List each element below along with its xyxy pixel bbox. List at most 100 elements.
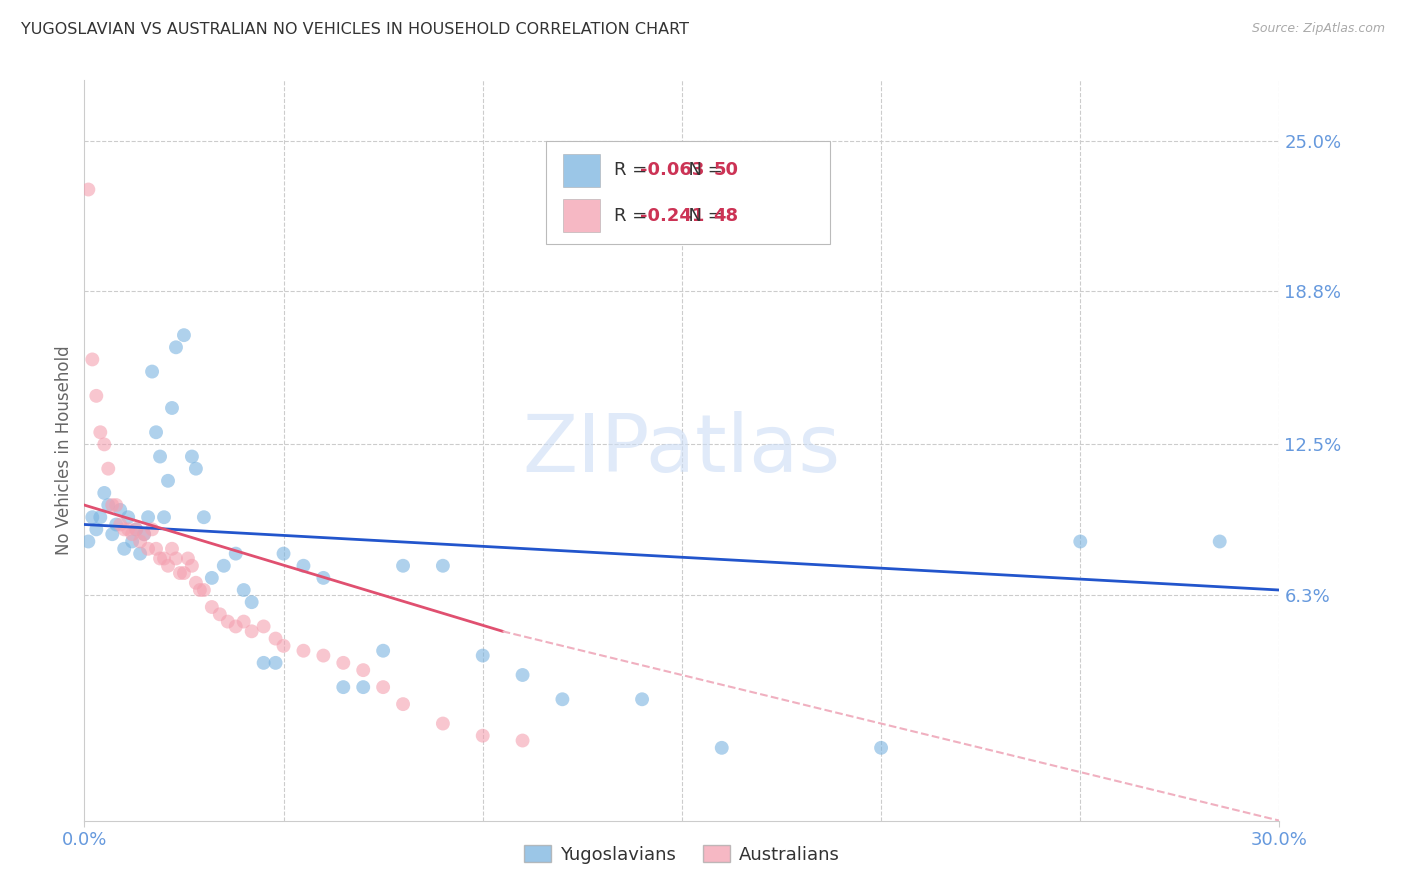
- Point: [121, 534, 143, 549]
- Point: [181, 450, 204, 464]
- Point: [153, 551, 176, 566]
- Point: [471, 648, 494, 663]
- Point: [312, 571, 335, 585]
- Point: [101, 498, 124, 512]
- Y-axis label: No Vehicles in Household: No Vehicles in Household: [55, 345, 73, 556]
- Point: [332, 680, 354, 694]
- Point: [145, 425, 167, 440]
- Point: [173, 328, 195, 343]
- Point: [184, 575, 207, 590]
- Point: [432, 716, 454, 731]
- Point: [225, 547, 247, 561]
- Text: ZIPatlas: ZIPatlas: [523, 411, 841, 490]
- Point: [201, 571, 224, 585]
- Point: [86, 389, 108, 403]
- Point: [97, 498, 120, 512]
- Point: [193, 582, 215, 597]
- Text: N =: N =: [676, 207, 728, 225]
- Point: [373, 644, 395, 658]
- Point: [373, 680, 395, 694]
- Point: [112, 541, 135, 556]
- Text: 48: 48: [713, 207, 738, 225]
- Point: [201, 600, 224, 615]
- Point: [141, 522, 163, 536]
- Point: [188, 582, 211, 597]
- Point: [193, 510, 215, 524]
- Point: [132, 527, 156, 541]
- Text: -0.063: -0.063: [640, 161, 704, 179]
- Point: [184, 461, 207, 475]
- Point: [149, 551, 172, 566]
- Point: [93, 486, 115, 500]
- Point: [105, 517, 128, 532]
- Point: [551, 692, 574, 706]
- Point: [145, 541, 167, 556]
- Point: [512, 668, 534, 682]
- Point: [273, 639, 295, 653]
- Point: [121, 527, 143, 541]
- Point: [153, 510, 176, 524]
- Text: -0.241: -0.241: [640, 207, 704, 225]
- Point: [292, 558, 315, 573]
- Point: [89, 425, 111, 440]
- Text: R =: R =: [614, 207, 654, 225]
- Point: [165, 340, 187, 354]
- Point: [177, 551, 200, 566]
- Point: [89, 510, 111, 524]
- Point: [173, 566, 195, 580]
- Point: [141, 365, 163, 379]
- Point: [292, 644, 315, 658]
- Point: [136, 510, 159, 524]
- Point: [160, 401, 183, 415]
- Text: YUGOSLAVIAN VS AUSTRALIAN NO VEHICLES IN HOUSEHOLD CORRELATION CHART: YUGOSLAVIAN VS AUSTRALIAN NO VEHICLES IN…: [21, 22, 689, 37]
- Point: [432, 558, 454, 573]
- Point: [165, 551, 187, 566]
- Point: [105, 498, 128, 512]
- Point: [77, 182, 100, 196]
- Point: [253, 656, 276, 670]
- Point: [240, 595, 263, 609]
- Point: [1069, 534, 1091, 549]
- Text: Source: ZipAtlas.com: Source: ZipAtlas.com: [1251, 22, 1385, 36]
- Point: [225, 619, 247, 633]
- Point: [471, 729, 494, 743]
- Point: [1209, 534, 1232, 549]
- Point: [97, 461, 120, 475]
- Point: [82, 352, 104, 367]
- Point: [181, 558, 204, 573]
- Point: [312, 648, 335, 663]
- Point: [264, 656, 287, 670]
- Point: [82, 510, 104, 524]
- Point: [149, 450, 172, 464]
- Point: [240, 624, 263, 639]
- Point: [129, 547, 152, 561]
- Point: [169, 566, 191, 580]
- Point: [86, 522, 108, 536]
- Point: [157, 558, 180, 573]
- Point: [512, 733, 534, 747]
- Point: [352, 663, 374, 677]
- Point: [110, 517, 132, 532]
- Point: [253, 619, 276, 633]
- Point: [125, 522, 148, 536]
- Point: [117, 510, 139, 524]
- Point: [110, 503, 132, 517]
- Point: [129, 534, 152, 549]
- Point: [208, 607, 231, 622]
- Point: [273, 547, 295, 561]
- Point: [217, 615, 239, 629]
- Text: R =: R =: [614, 161, 654, 179]
- Point: [212, 558, 235, 573]
- Point: [136, 541, 159, 556]
- Point: [117, 522, 139, 536]
- Point: [710, 740, 733, 755]
- Point: [392, 697, 415, 711]
- Text: N =: N =: [676, 161, 728, 179]
- Point: [232, 582, 254, 597]
- Point: [93, 437, 115, 451]
- Text: 50: 50: [713, 161, 738, 179]
- Point: [332, 656, 354, 670]
- Point: [631, 692, 654, 706]
- Point: [77, 534, 100, 549]
- Legend: Yugoslavians, Australians: Yugoslavians, Australians: [516, 838, 848, 871]
